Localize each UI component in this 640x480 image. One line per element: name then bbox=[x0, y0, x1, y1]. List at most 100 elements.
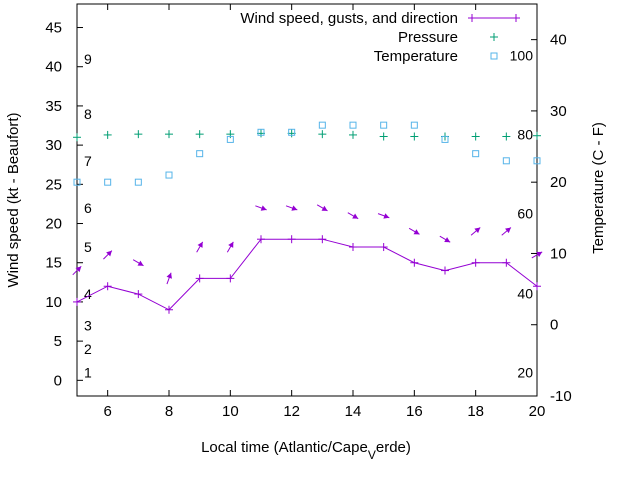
arrow-head bbox=[166, 272, 172, 279]
legend-plus-left bbox=[468, 14, 476, 22]
arrow-head bbox=[291, 205, 298, 211]
temperature-point bbox=[349, 121, 357, 129]
temperature-point bbox=[257, 128, 265, 136]
arrow-head bbox=[137, 260, 144, 266]
wind-direction-arrow bbox=[347, 212, 359, 220]
x-tick-label: 6 bbox=[103, 403, 111, 420]
y-tick-label: 15 bbox=[45, 255, 62, 272]
wind-speed-point bbox=[226, 274, 235, 283]
wind-direction-arrow bbox=[501, 227, 512, 236]
fahrenheit-label: 80 bbox=[517, 126, 533, 142]
x-tick-label: 10 bbox=[222, 403, 239, 420]
pressure-point bbox=[533, 131, 541, 140]
wind-speed-point bbox=[73, 297, 81, 306]
fahrenheit-label: 60 bbox=[517, 206, 533, 222]
wind-speed-point bbox=[318, 235, 327, 244]
beaufort-label: 1 bbox=[84, 364, 92, 380]
marks-layer bbox=[72, 121, 543, 314]
wind-speed-point bbox=[441, 266, 449, 275]
plot-frame bbox=[76, 3, 538, 397]
beaufort-label: 6 bbox=[84, 200, 92, 216]
wind-direction-arrow bbox=[377, 213, 390, 219]
temperature-point bbox=[165, 171, 173, 179]
x-tick-label: 16 bbox=[406, 403, 423, 420]
wind-direction-arrow bbox=[531, 251, 543, 259]
y-tick-label: 5 bbox=[54, 333, 62, 350]
temperature-point bbox=[226, 135, 234, 143]
beaufort-label: 3 bbox=[84, 317, 92, 333]
pressure-point bbox=[410, 132, 419, 141]
arrow-head bbox=[352, 213, 359, 219]
y-tick-label: 10 bbox=[45, 294, 62, 311]
wind-speed-point bbox=[349, 243, 357, 252]
fahrenheit-label: 20 bbox=[517, 364, 533, 380]
temperature-point bbox=[104, 178, 112, 186]
pressure-point bbox=[318, 130, 327, 139]
wind-speed-point bbox=[471, 258, 480, 267]
wind-direction-arrow bbox=[439, 235, 451, 243]
beaufort-label: 4 bbox=[84, 286, 92, 302]
legend-label: Wind speed, gusts, and direction bbox=[240, 10, 458, 27]
arrow-head bbox=[505, 227, 511, 234]
temperature-point bbox=[318, 121, 326, 129]
wind-speed-point bbox=[502, 258, 511, 267]
wind-direction-arrow bbox=[72, 265, 82, 276]
temperature-point bbox=[410, 121, 418, 129]
arrow-head bbox=[474, 227, 481, 234]
wind-speed-line bbox=[76, 238, 538, 311]
arrow-head bbox=[228, 241, 234, 248]
wind-speed-point bbox=[103, 282, 112, 291]
beaufort-label: 7 bbox=[84, 153, 92, 169]
y-tick-label: 20 bbox=[45, 216, 62, 233]
axes-layer: 6 8 10 12 14 16 18 20051015202530354045-1001020… bbox=[45, 3, 572, 420]
legend-plus-right bbox=[512, 14, 520, 22]
x-tick-label: 12 bbox=[283, 403, 300, 420]
y2-axis-label: Temperature (C - F) bbox=[590, 122, 607, 254]
pressure-point bbox=[73, 133, 81, 142]
temperature-point bbox=[380, 121, 388, 129]
y-tick-label: 25 bbox=[45, 176, 62, 193]
arrow-head bbox=[75, 266, 82, 273]
temperature-point bbox=[196, 150, 204, 158]
wind-speed-point bbox=[165, 305, 173, 314]
y-tick-label: 40 bbox=[45, 59, 62, 76]
y2-tick-label: 10 bbox=[550, 245, 567, 262]
wind-direction-arrow bbox=[255, 205, 267, 211]
y-tick-label: 30 bbox=[45, 137, 62, 154]
temperature-point bbox=[441, 135, 449, 143]
arrow-head bbox=[444, 237, 451, 243]
arrow-head bbox=[260, 205, 267, 211]
arrow-head bbox=[197, 241, 203, 248]
wind-speed-point bbox=[195, 274, 204, 283]
temperature-point bbox=[472, 150, 480, 158]
wind-direction-arrow bbox=[103, 250, 113, 260]
pressure-point bbox=[502, 132, 511, 141]
y-axis-label: Wind speed (kt - Beaufort) bbox=[5, 112, 22, 287]
legend-label: Temperature bbox=[374, 48, 458, 65]
beaufort-label: 5 bbox=[84, 239, 92, 255]
x-tick-label: 8 bbox=[165, 403, 173, 420]
x-tick-label: 18 bbox=[467, 403, 484, 420]
beaufort-label: 2 bbox=[84, 341, 92, 357]
y2-tick-label: 30 bbox=[550, 103, 567, 120]
temperature-point bbox=[73, 178, 81, 186]
fahrenheit-label: 100 bbox=[510, 47, 534, 63]
legend: Wind speed, gusts, and direction Pressure… bbox=[240, 10, 520, 65]
beaufort-label: 8 bbox=[84, 106, 92, 122]
y-tick-label: 45 bbox=[45, 20, 62, 37]
arrow-head bbox=[413, 229, 420, 235]
y2-tick-label: 40 bbox=[550, 32, 567, 49]
pressure-point bbox=[349, 130, 357, 139]
pressure-point bbox=[195, 130, 204, 139]
wind-direction-arrow bbox=[166, 272, 172, 285]
pressure-point bbox=[471, 132, 480, 141]
temperature-point bbox=[502, 157, 510, 165]
wind-direction-arrow bbox=[196, 241, 204, 253]
legend-square bbox=[490, 52, 498, 60]
wind-direction-arrow bbox=[285, 205, 298, 211]
y2-tick-label: 0 bbox=[550, 317, 558, 334]
pressure-point bbox=[103, 130, 112, 139]
temperature-point bbox=[288, 128, 296, 136]
pressure-point bbox=[379, 132, 388, 141]
x-tick-label: 14 bbox=[345, 403, 362, 420]
